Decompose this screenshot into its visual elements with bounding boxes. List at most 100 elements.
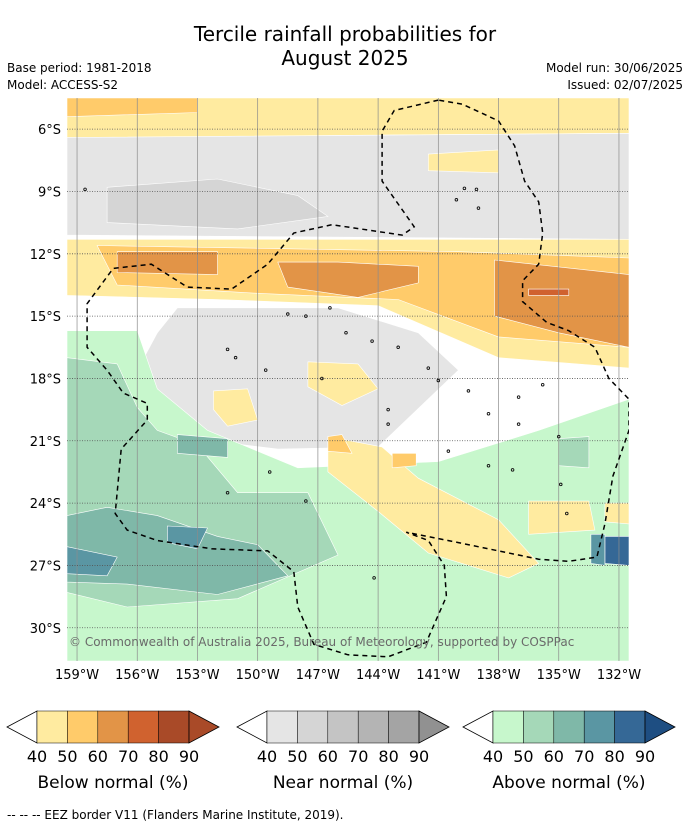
x-tick-label: 150°W <box>236 668 280 683</box>
colorbar-segment <box>327 710 359 744</box>
island-marker <box>466 389 471 393</box>
y-tick-label: 21°S <box>30 435 61 450</box>
island-marker <box>486 412 491 416</box>
colorbar-tick-label: 60 <box>544 747 564 766</box>
x-axis-ticks: 159°W 156°W 153°W 150°W 147°W 144°W 141°W 138°W… <box>55 668 641 683</box>
x-tick-label: 138°W <box>476 668 520 683</box>
island-marker <box>436 378 441 383</box>
colorbar-under-triangle <box>462 710 494 744</box>
y-tick-label: 24°S <box>30 497 61 512</box>
y-tick-label: 18°S <box>30 372 61 387</box>
island-marker <box>328 306 332 310</box>
island-marker <box>486 463 491 468</box>
x-tick-label: 159°W <box>55 668 99 683</box>
eez-border <box>86 99 629 658</box>
colorbar-tick-label: 40 <box>483 747 503 766</box>
colorbar-segment <box>297 710 329 744</box>
x-tick-label: 156°W <box>115 668 159 683</box>
island-marker <box>462 186 467 191</box>
region-below-50-23 <box>391 452 417 469</box>
island-marker <box>386 422 390 426</box>
colorbars: 40 50 60 70 80 90 Below normal (%) 40 50 60 70 80 90… <box>6 710 676 793</box>
eez-border-line <box>86 99 629 658</box>
colorbar-segment <box>67 710 99 744</box>
island-marker <box>446 449 451 453</box>
x-tick-label: 153°W <box>175 668 219 683</box>
island-marker <box>233 355 238 360</box>
colorbar-0: 40 50 60 70 80 90 Below normal (%) <box>6 710 220 793</box>
region-below-60-9 <box>494 259 629 348</box>
colorbar-tick-label: 50 <box>287 747 307 766</box>
colorbar-under-triangle <box>236 710 268 744</box>
x-tick-label: 132°W <box>597 668 641 683</box>
colorbar-tick-label: 90 <box>409 747 429 766</box>
island-marker <box>559 482 563 487</box>
island-marker <box>386 407 390 412</box>
colorbar-tick-label: 60 <box>318 747 338 766</box>
colorbar-segment <box>614 710 646 744</box>
gridlines <box>67 98 629 661</box>
base-period-text: Base period: 1981-2018 <box>7 61 152 75</box>
island-marker <box>370 339 374 343</box>
y-tick-label: 9°S <box>38 185 61 200</box>
x-tick-label: 141°W <box>416 668 460 683</box>
island-marker <box>540 382 545 387</box>
island-marker <box>372 576 376 580</box>
colorbar-tick-label: 90 <box>635 747 655 766</box>
colorbar-segment <box>266 710 298 744</box>
colorbar-tick-label: 50 <box>57 747 77 766</box>
colorbar-title: Above normal (%) <box>492 773 645 793</box>
region-below-50-22 <box>327 434 353 454</box>
colorbar-over-triangle <box>418 710 450 744</box>
colorbar-tick-label: 40 <box>257 747 277 766</box>
colorbar-over-triangle <box>644 710 676 744</box>
x-tick-label: 147°W <box>296 668 340 683</box>
colorbar-segment <box>583 710 615 744</box>
colorbar-tick-label: 70 <box>348 747 368 766</box>
copyright-text: © Commonwealth of Australia 2025, Bureau… <box>69 635 574 649</box>
islands <box>83 186 569 580</box>
eez-footnote: -- -- -- EEZ border V11 (Flanders Marine… <box>7 808 344 822</box>
probability-regions <box>67 98 629 661</box>
island-marker <box>396 345 400 350</box>
y-tick-label: 12°S <box>30 248 61 263</box>
meta-right: Model run: 30/06/2025 Issued: 02/07/2025 <box>546 60 683 94</box>
region-below-40-24 <box>528 500 596 535</box>
island-marker <box>344 331 348 335</box>
colorbar-segment <box>97 710 129 744</box>
colorbar-segment <box>357 710 389 744</box>
island-marker <box>516 422 521 426</box>
colorbar-tick-label: 90 <box>179 747 199 766</box>
colorbar-2: 40 50 60 70 80 90 Above normal (%) <box>462 710 676 793</box>
colorbar-tick-label: 50 <box>513 747 533 766</box>
island-marker <box>263 368 268 372</box>
island-marker <box>225 490 230 495</box>
chart-title: Tercile rainfall probabilities for Augus… <box>193 22 497 70</box>
island-marker <box>320 376 324 381</box>
region-below-40-25 <box>604 502 629 525</box>
island-marker <box>426 366 431 370</box>
model-text: Model: ACCESS-S2 <box>7 78 119 92</box>
issued-text: Issued: 02/07/2025 <box>567 78 683 92</box>
island-marker <box>510 468 515 472</box>
region-below-40-4 <box>427 149 499 174</box>
island-marker <box>286 312 290 316</box>
colorbar-over-triangle <box>188 710 220 744</box>
region-above-60-14 <box>67 506 289 595</box>
x-tick-label: 144°W <box>356 668 400 683</box>
colorbar-tick-label: 80 <box>148 747 168 766</box>
y-tick-label: 27°S <box>30 559 61 574</box>
region-above-70-15 <box>67 546 118 577</box>
region-below-60-7 <box>116 251 218 275</box>
island-marker <box>476 206 481 210</box>
model-run-text: Model run: 30/06/2025 <box>545 61 683 75</box>
colorbar-tick-label: 80 <box>378 747 398 766</box>
y-axis-ticks: 6°S 9°S 12°S 15°S 18°S 21°S 24°S 27°S 30°S <box>30 123 61 637</box>
region-above-50-18 <box>558 436 590 469</box>
island-marker <box>454 198 459 202</box>
colorbar-under-triangle <box>6 710 38 744</box>
island-marker <box>557 434 561 439</box>
colorbar-segment <box>388 710 420 744</box>
colorbar-segment <box>553 710 585 744</box>
